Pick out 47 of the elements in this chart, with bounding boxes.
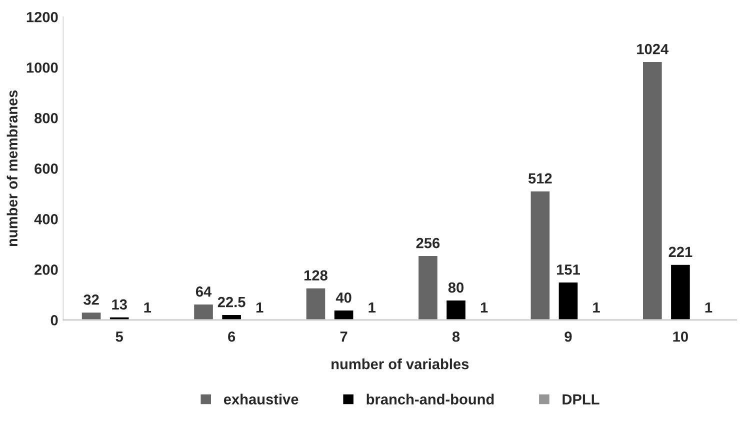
x-tick-label: 7: [340, 332, 348, 342]
data-label: 1: [480, 302, 488, 313]
y-axis-title: number of membranes: [6, 90, 18, 246]
y-tick-label: 800: [34, 112, 58, 124]
data-label: 13: [112, 299, 127, 310]
data-label: 40: [336, 292, 352, 303]
bar: [417, 254, 439, 320]
bar: [220, 314, 242, 320]
data-label: 1: [368, 302, 376, 313]
data-label: 1: [705, 302, 712, 313]
x-tick-label: 6: [228, 331, 236, 342]
x-tick-label: 5: [116, 332, 123, 342]
x-tick-label: 9: [564, 331, 572, 342]
data-label: 80: [448, 282, 464, 293]
bar: [445, 299, 467, 320]
bar: [529, 190, 551, 320]
data-label: 1024: [637, 44, 669, 54]
legend-label: branch-and-bound: [366, 394, 494, 404]
legend-label: exhaustive: [224, 394, 298, 404]
data-label: 22.5: [218, 296, 246, 308]
bar: [192, 303, 214, 320]
data-label: 256: [416, 238, 440, 248]
data-label: 512: [528, 173, 552, 184]
data-label: 1: [593, 302, 600, 313]
x-tick-label: 10: [673, 331, 688, 342]
bar: [557, 281, 580, 320]
data-label: 128: [304, 270, 328, 281]
bar: [670, 263, 692, 320]
x-tick-label: 8: [452, 331, 460, 342]
x-axis-title: number of variables: [332, 358, 469, 370]
bar: [642, 60, 664, 320]
y-tick-label: 200: [34, 264, 58, 275]
data-label: 151: [556, 264, 580, 275]
data-label: 221: [668, 246, 692, 257]
y-tick-label: 1000: [26, 62, 58, 73]
bar: [304, 286, 327, 320]
data-label: 64: [196, 286, 212, 297]
y-tick-label: 0: [50, 315, 58, 326]
y-tick-label: 400: [34, 214, 58, 224]
y-tick-label: 600: [34, 164, 58, 174]
legend-label: DPLL: [562, 394, 600, 404]
bar: [80, 311, 102, 320]
data-label: 1: [144, 302, 152, 313]
y-tick-label: 1200: [26, 12, 58, 22]
data-label: 1: [256, 302, 264, 313]
bar: [332, 309, 355, 320]
data-label: 32: [84, 294, 99, 305]
